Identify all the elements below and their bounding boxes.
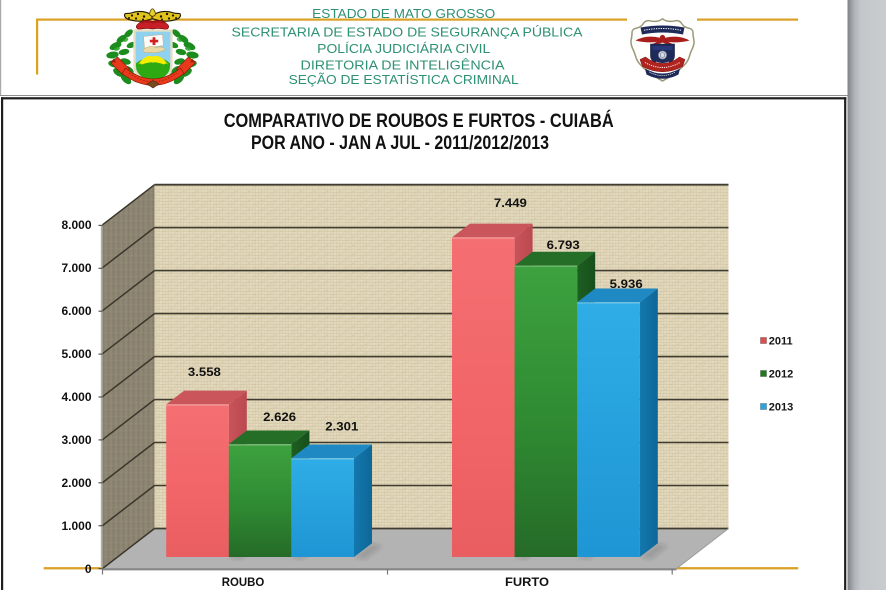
svg-text:5.000: 5.000 <box>61 347 91 361</box>
svg-text:2013: 2013 <box>769 401 793 413</box>
svg-text:7.449: 7.449 <box>494 196 527 210</box>
svg-text:6.000: 6.000 <box>61 304 91 318</box>
svg-text:SEÇÃO DE ESTATÍSTICA CRIMINA: SEÇÃO DE ESTATÍSTICA CRIMINAL <box>289 72 519 87</box>
svg-text:2.626: 2.626 <box>263 410 296 424</box>
svg-text:3.558: 3.558 <box>188 365 221 379</box>
svg-text:1.000: 1.000 <box>61 519 91 533</box>
svg-text:2011: 2011 <box>769 335 793 347</box>
svg-text:2.000: 2.000 <box>61 476 91 490</box>
svg-text:POR ANO - JAN A JUL - 2011/20: POR ANO - JAN A JUL - 2011/2012/2013 <box>251 133 549 154</box>
svg-text:7.000: 7.000 <box>61 261 91 275</box>
svg-text:ROUBO: ROUBO <box>222 575 265 589</box>
svg-text:SECRETARIA DE ESTADO DE SEGU: SECRETARIA DE ESTADO DE SEGURANÇA PÚBLIC… <box>232 24 584 39</box>
svg-text:8.000: 8.000 <box>61 218 91 232</box>
svg-text:0: 0 <box>85 562 92 576</box>
svg-text:3.000: 3.000 <box>61 433 91 447</box>
svg-text:POLÍCIA JUDICIÁRIA CIVIL: POLÍCIA JUDICIÁRIA CIVIL <box>317 41 490 56</box>
svg-text:DIRETORIA DE INTELIGÊNCIA: DIRETORIA DE INTELIGÊNCIA <box>301 57 506 72</box>
svg-text:COMPARATIVO DE ROUBOS E FURTO: COMPARATIVO DE ROUBOS E FURTOS - CUIABÁ <box>224 110 614 132</box>
svg-text:6.793: 6.793 <box>547 238 580 252</box>
svg-text:ESTADO DE MATO GROSSO: ESTADO DE MATO GROSSO <box>312 7 495 21</box>
svg-text:4.000: 4.000 <box>61 390 91 404</box>
svg-text:2012: 2012 <box>769 368 793 380</box>
svg-text:FURTO: FURTO <box>505 575 549 589</box>
svg-text:2.301: 2.301 <box>325 420 358 434</box>
svg-text:5.936: 5.936 <box>610 277 643 291</box>
